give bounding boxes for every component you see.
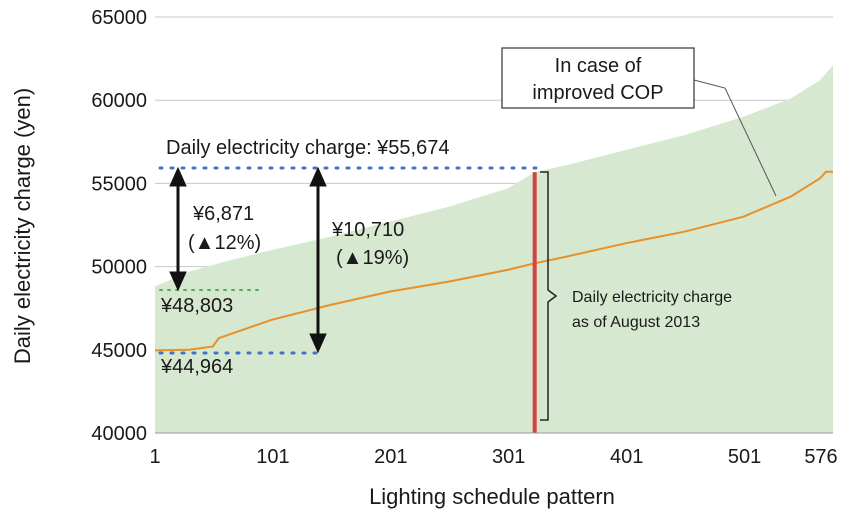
x-tick-label: 101 — [256, 446, 289, 468]
x-tick-label: 1 — [149, 446, 160, 468]
y-axis-title: Daily electricity charge (yen) — [10, 88, 35, 364]
y-tick-label: 45000 — [91, 340, 147, 362]
y-tick-label: 65000 — [91, 7, 147, 29]
x-tick-label: 401 — [610, 446, 643, 468]
double-arrow-6871 — [169, 166, 187, 292]
y-tick-label: 40000 — [91, 423, 147, 445]
value-48803-label: ¥48,803 — [160, 295, 233, 317]
y-tick-label: 50000 — [91, 257, 147, 279]
y-tick-label: 55000 — [91, 173, 147, 195]
cop-callout-line2: improved COP — [532, 82, 663, 104]
diff1-amount-label: ¥6,871 — [192, 203, 254, 225]
august-label-line2: as of August 2013 — [572, 314, 700, 331]
green-area-series — [155, 65, 833, 434]
x-axis-title: Lighting schedule pattern — [369, 484, 615, 509]
x-tick-label: 576 — [804, 446, 837, 468]
cop-callout-leader — [693, 79, 777, 197]
improved-cop-line — [154, 170, 833, 352]
august-label-line1: Daily electricity charge — [572, 289, 732, 306]
daily-charge-label: Daily electricity charge: ¥55,674 — [166, 137, 449, 159]
diff2-pct-label: (▲19%) — [336, 247, 409, 269]
cop-callout-line1: In case of — [555, 55, 642, 77]
cop-callout-box — [501, 47, 695, 109]
y-axis-ticks: 40000 45000 50000 55000 60000 65000 — [91, 7, 147, 445]
diff2-amount-label: ¥10,710 — [331, 219, 404, 241]
diff1-pct-label: (▲12%) — [188, 232, 261, 254]
y-tick-label: 60000 — [91, 90, 147, 112]
value-44964-label: ¥44,964 — [160, 356, 233, 378]
x-axis-ticks: 1 101 201 301 401 501 576 — [149, 446, 837, 468]
x-tick-label: 501 — [728, 446, 761, 468]
x-tick-label: 301 — [492, 446, 525, 468]
double-arrow-10710 — [309, 166, 327, 354]
august-bracket — [540, 171, 558, 421]
x-tick-label: 201 — [374, 446, 407, 468]
